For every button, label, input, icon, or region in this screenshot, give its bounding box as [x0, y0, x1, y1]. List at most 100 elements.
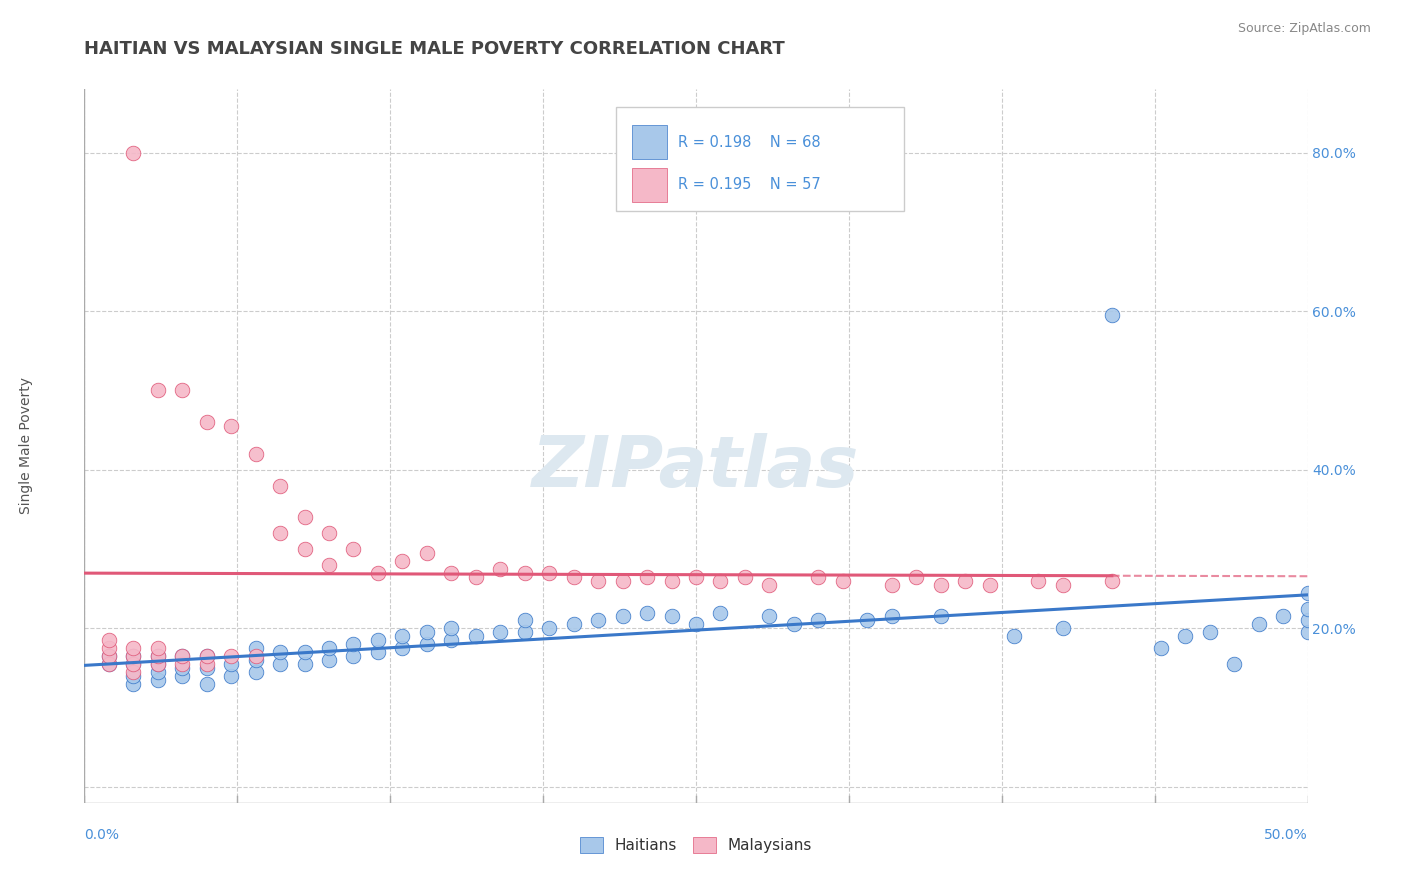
Point — [219, 669, 242, 683]
Point — [219, 657, 242, 671]
Point — [97, 649, 120, 664]
Point — [929, 578, 952, 592]
Point — [294, 542, 316, 557]
Point — [1052, 578, 1074, 592]
Point — [734, 570, 756, 584]
Point — [979, 578, 1001, 592]
Point — [1223, 657, 1246, 671]
Point — [1174, 629, 1197, 643]
Point — [367, 645, 389, 659]
Point — [122, 641, 145, 656]
Point — [758, 578, 780, 592]
Point — [636, 570, 658, 584]
Point — [146, 665, 169, 679]
Point — [195, 415, 218, 429]
Point — [318, 526, 340, 541]
Point — [269, 645, 291, 659]
Point — [269, 526, 291, 541]
Point — [195, 649, 218, 664]
Point — [1296, 601, 1319, 615]
Point — [929, 609, 952, 624]
Point — [269, 478, 291, 492]
Text: 50.0%: 50.0% — [1264, 828, 1308, 842]
Point — [146, 641, 169, 656]
Point — [586, 574, 609, 588]
FancyBboxPatch shape — [616, 107, 904, 211]
Text: HAITIAN VS MALAYSIAN SINGLE MALE POVERTY CORRELATION CHART: HAITIAN VS MALAYSIAN SINGLE MALE POVERTY… — [84, 40, 785, 58]
Point — [464, 629, 486, 643]
Point — [513, 625, 536, 640]
Point — [1052, 621, 1074, 635]
Bar — [633, 168, 666, 202]
Point — [195, 649, 218, 664]
Point — [122, 665, 145, 679]
Point — [219, 419, 242, 434]
Point — [146, 673, 169, 687]
Point — [661, 609, 683, 624]
Point — [440, 633, 463, 648]
Point — [562, 617, 585, 632]
Point — [440, 621, 463, 635]
Point — [367, 633, 389, 648]
Point — [1028, 574, 1050, 588]
Point — [122, 649, 145, 664]
Point — [172, 669, 194, 683]
Point — [538, 566, 561, 580]
Text: ZIPatlas: ZIPatlas — [533, 433, 859, 502]
Point — [294, 645, 316, 659]
Point — [440, 566, 463, 580]
Point — [489, 562, 512, 576]
Point — [195, 657, 218, 671]
Bar — [633, 125, 666, 159]
Point — [97, 641, 120, 656]
Point — [269, 657, 291, 671]
Point — [245, 447, 267, 461]
Point — [97, 657, 120, 671]
Point — [318, 653, 340, 667]
Text: Single Male Poverty: Single Male Poverty — [18, 377, 32, 515]
Point — [661, 574, 683, 588]
Point — [172, 649, 194, 664]
Point — [831, 574, 853, 588]
Point — [856, 614, 879, 628]
Point — [172, 657, 194, 671]
Point — [97, 657, 120, 671]
Point — [586, 614, 609, 628]
Point — [562, 570, 585, 584]
Point — [245, 653, 267, 667]
Point — [146, 649, 169, 664]
Point — [464, 570, 486, 584]
Point — [880, 609, 903, 624]
Point — [416, 546, 439, 560]
Point — [1002, 629, 1025, 643]
Point — [146, 657, 169, 671]
Point — [122, 677, 145, 691]
Point — [538, 621, 561, 635]
Point — [1101, 574, 1123, 588]
Point — [122, 669, 145, 683]
Point — [318, 641, 340, 656]
Point — [513, 566, 536, 580]
Point — [122, 649, 145, 664]
Point — [758, 609, 780, 624]
Point — [342, 637, 364, 651]
Point — [146, 657, 169, 671]
Point — [807, 570, 830, 584]
Point — [636, 606, 658, 620]
Text: R = 0.195    N = 57: R = 0.195 N = 57 — [678, 178, 820, 193]
Text: 0.0%: 0.0% — [84, 828, 120, 842]
Point — [953, 574, 976, 588]
Point — [416, 637, 439, 651]
Point — [172, 649, 194, 664]
Point — [391, 641, 413, 656]
Point — [294, 657, 316, 671]
Point — [1247, 617, 1270, 632]
Text: Source: ZipAtlas.com: Source: ZipAtlas.com — [1237, 22, 1371, 36]
Point — [612, 609, 634, 624]
Point — [880, 578, 903, 592]
Point — [709, 606, 731, 620]
Point — [489, 625, 512, 640]
Legend: Haitians, Malaysians: Haitians, Malaysians — [574, 831, 818, 859]
Point — [807, 614, 830, 628]
Point — [709, 574, 731, 588]
